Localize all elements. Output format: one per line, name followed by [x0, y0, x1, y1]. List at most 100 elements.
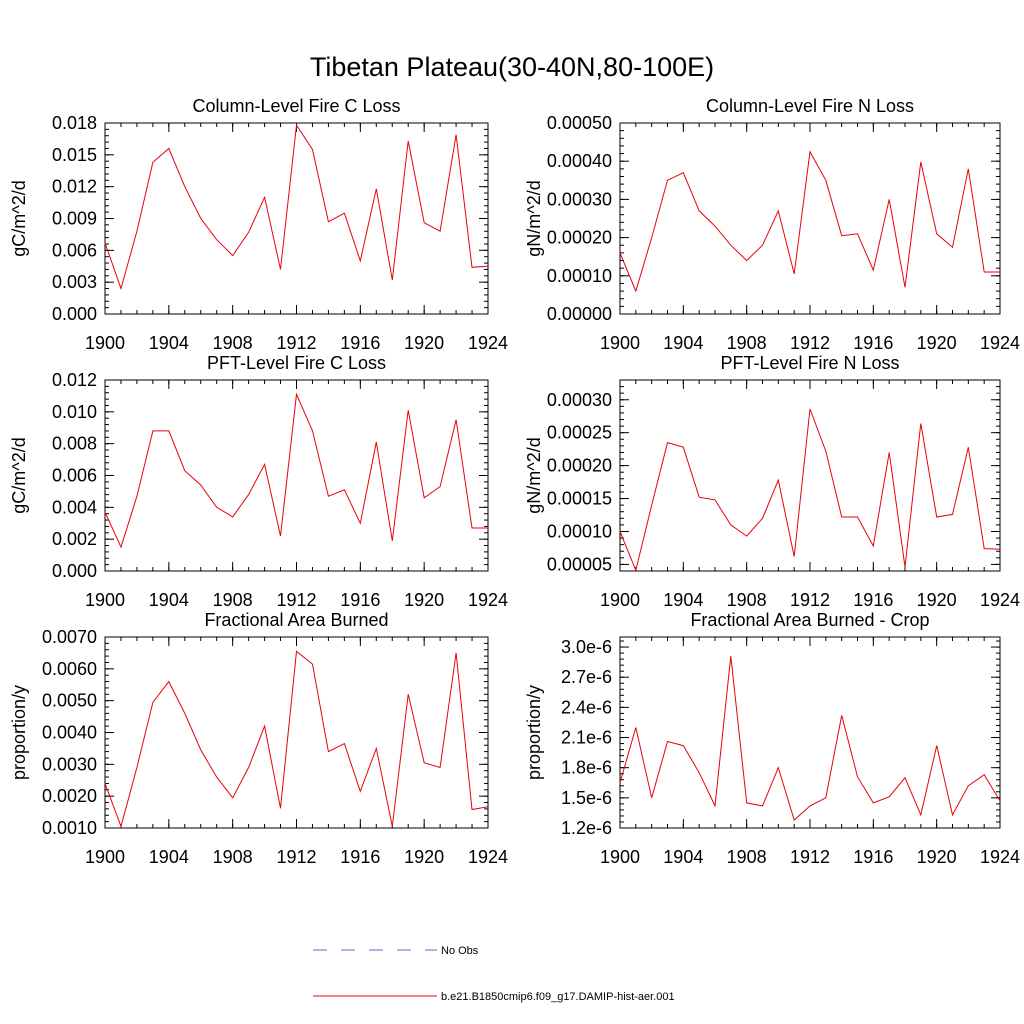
x-tick-label: 1924 — [468, 847, 508, 867]
panel-title: Column-Level Fire N Loss — [706, 96, 914, 116]
x-tick-label: 1924 — [468, 590, 508, 610]
x-tick-label: 1920 — [917, 847, 957, 867]
panel-title: PFT-Level Fire C Loss — [207, 353, 386, 373]
x-tick-label: 1904 — [149, 847, 189, 867]
panel-title: Column-Level Fire C Loss — [192, 96, 400, 116]
x-tick-label: 1900 — [600, 590, 640, 610]
x-tick-label: 1900 — [85, 847, 125, 867]
y-tick-label: 0.00020 — [547, 228, 612, 248]
chart-panel-6: Fractional Area Burned - Crop 1900 1904 190… — [524, 610, 1020, 867]
x-tick-label: 1924 — [980, 333, 1020, 353]
x-tick-label: 1920 — [404, 590, 444, 610]
x-tick-label: 1916 — [853, 590, 893, 610]
x-tick-label: 1912 — [790, 590, 830, 610]
data-series-line — [619, 150, 1000, 293]
y-tick-label: 0.00020 — [547, 456, 612, 476]
x-tick-label: 1908 — [213, 590, 253, 610]
plot-frame — [104, 379, 489, 572]
x-tick-label: 1912 — [790, 847, 830, 867]
y-tick-label: 0.00030 — [547, 390, 612, 410]
y-axis-label: proportion/y — [524, 685, 544, 780]
x-tick-label: 1900 — [600, 847, 640, 867]
plot-frame — [104, 636, 489, 829]
y-tick-label: 0.0030 — [42, 754, 97, 774]
y-tick-label: 0.009 — [52, 209, 97, 229]
y-tick-label: 0.00005 — [547, 554, 612, 574]
y-tick-label: 0.008 — [52, 434, 97, 454]
x-tick-label: 1908 — [213, 847, 253, 867]
y-tick-label: 0.0040 — [42, 723, 97, 743]
x-tick-label: 1920 — [917, 333, 957, 353]
plot-frame — [619, 636, 1001, 829]
panel-title: PFT-Level Fire N Loss — [720, 353, 899, 373]
x-tick-label: 1916 — [853, 847, 893, 867]
y-axis-label: gC/m^2/d — [9, 437, 29, 513]
y-tick-label: 1.5e-6 — [561, 788, 612, 808]
x-tick-label: 1912 — [790, 333, 830, 353]
y-tick-label: 0.015 — [52, 145, 97, 165]
chart-panel-1: Column-Level Fire C Loss 1900 1904 1908 1912… — [9, 96, 508, 353]
data-series-line — [619, 656, 1001, 821]
data-series-line — [104, 123, 489, 291]
x-tick-label: 1908 — [727, 847, 767, 867]
y-axis-label: proportion/y — [9, 685, 29, 780]
legend-label-1: No Obs — [441, 945, 479, 957]
chart-panel-5: Fractional Area Burned 1900 1904 1908 1912 19… — [9, 610, 508, 867]
x-tick-label: 1924 — [468, 333, 508, 353]
x-tick-label: 1904 — [663, 590, 703, 610]
x-tick-label: 1904 — [663, 333, 703, 353]
y-tick-label: 1.8e-6 — [561, 758, 612, 778]
y-tick-label: 0.004 — [52, 497, 97, 517]
y-tick-label: 0.018 — [52, 113, 97, 133]
y-tick-label: 0.012 — [52, 177, 97, 197]
y-tick-label: 0.0020 — [42, 786, 97, 806]
data-series-line — [619, 408, 1001, 572]
x-tick-label: 1916 — [853, 333, 893, 353]
y-axis-label: gN/m^2/d — [524, 437, 544, 513]
x-tick-label: 1900 — [85, 590, 125, 610]
panel-title: Fractional Area Burned - Crop — [690, 610, 929, 630]
y-tick-label: 0.000 — [52, 304, 97, 324]
y-axis-label: gC/m^2/d — [9, 180, 29, 256]
x-tick-label: 1912 — [276, 333, 316, 353]
data-series-line — [104, 650, 489, 829]
x-tick-label: 1900 — [85, 333, 125, 353]
chart-panel-3: PFT-Level Fire C Loss 1900 1904 1908 1912 191… — [9, 353, 508, 610]
x-tick-label: 1912 — [276, 847, 316, 867]
x-tick-label: 1916 — [340, 333, 380, 353]
y-tick-label: 0.0050 — [42, 691, 97, 711]
legend: No Obs b.e21.B1850cmip6.f09_g17.DAMIP-his… — [313, 945, 675, 1003]
y-tick-label: 0.010 — [52, 402, 97, 422]
x-tick-label: 1916 — [340, 847, 380, 867]
panel-title: Fractional Area Burned — [204, 610, 388, 630]
y-tick-label: 0.002 — [52, 529, 97, 549]
y-tick-label: 0.00040 — [547, 151, 612, 171]
legend-label-2: b.e21.B1850cmip6.f09_g17.DAMIP-hist-aer.… — [441, 991, 675, 1003]
x-tick-label: 1908 — [213, 333, 253, 353]
y-tick-label: 0.006 — [52, 240, 97, 260]
y-tick-label: 2.4e-6 — [561, 697, 612, 717]
x-tick-label: 1900 — [600, 333, 640, 353]
x-tick-label: 1908 — [727, 590, 767, 610]
x-tick-label: 1920 — [404, 333, 444, 353]
plot-frame — [104, 122, 489, 315]
figure-title: Tibetan Plateau(30-40N,80-100E) — [310, 52, 714, 82]
x-tick-label: 1912 — [276, 590, 316, 610]
y-tick-label: 0.00010 — [547, 266, 612, 286]
plot-frame — [619, 379, 1001, 572]
x-tick-label: 1920 — [404, 847, 444, 867]
y-tick-label: 0.00000 — [547, 304, 612, 324]
y-tick-label: 1.2e-6 — [561, 818, 612, 838]
y-tick-label: 0.0070 — [42, 627, 97, 647]
chart-panel-2: Column-Level Fire N Loss 1900 1904 1908 1912… — [524, 96, 1020, 353]
x-tick-label: 1916 — [340, 590, 380, 610]
chart-panel-4: PFT-Level Fire N Loss 1900 1904 1908 1912 191… — [524, 353, 1020, 610]
y-tick-label: 0.0060 — [42, 659, 97, 679]
x-tick-label: 1904 — [149, 333, 189, 353]
y-tick-label: 0.00025 — [547, 423, 612, 443]
y-tick-label: 3.0e-6 — [561, 637, 612, 657]
x-tick-label: 1904 — [149, 590, 189, 610]
x-tick-label: 1908 — [727, 333, 767, 353]
y-tick-label: 2.1e-6 — [561, 728, 612, 748]
y-tick-label: 0.006 — [52, 466, 97, 486]
